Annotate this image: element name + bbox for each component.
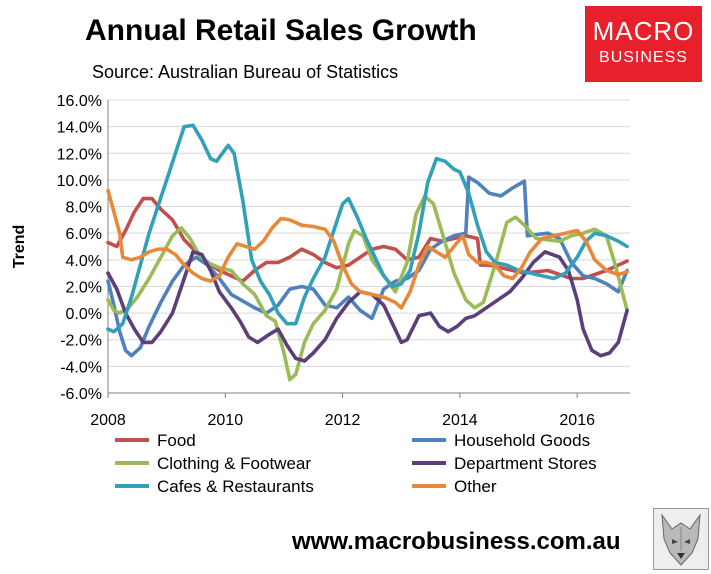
legend-label-food: Food: [157, 431, 196, 450]
y-tick-label: 10.0%: [57, 173, 102, 190]
series-line-clothing-footwear: [106, 194, 629, 382]
y-tick-label: 12.0%: [57, 146, 102, 163]
y-tick-label: 6.0%: [66, 226, 102, 243]
x-tick-label: 2010: [208, 412, 244, 429]
y-tick-label: 16.0%: [57, 93, 102, 110]
y-tick-label: 8.0%: [66, 200, 102, 217]
chart-title: Annual Retail Sales Growth: [85, 14, 477, 47]
legend-label-other: Other: [454, 477, 497, 496]
y-tick-label: 14.0%: [57, 120, 102, 137]
y-tick-label: 2.0%: [66, 279, 102, 296]
y-axis-label: Trend: [11, 225, 28, 269]
macrobusiness-logo: MACRO BUSINESS: [585, 6, 702, 82]
y-tick-label: -6.0%: [60, 386, 102, 403]
y-tick-label: 4.0%: [66, 253, 102, 270]
x-tick-label: 2012: [325, 412, 361, 429]
legend-label-department-stores: Department Stores: [454, 454, 597, 473]
logo-line1: MACRO: [592, 16, 695, 46]
logo-line2: BUSINESS: [599, 49, 688, 66]
x-tick-label: 2008: [90, 412, 126, 429]
legend-label-household-goods: Household Goods: [454, 431, 590, 450]
series-line-cafes-restaurants: [106, 123, 629, 334]
wolf-emblem-icon: [653, 508, 709, 570]
series-line-other: [106, 188, 629, 310]
chart-subtitle: Source: Australian Bureau of Statistics: [92, 62, 399, 82]
y-tick-label: -4.0%: [60, 359, 102, 376]
y-tick-label: -2.0%: [60, 333, 102, 350]
series-line-food: [106, 196, 629, 283]
y-tick-label: 0.0%: [66, 306, 102, 323]
footer-url: www.macrobusiness.com.au: [292, 528, 621, 555]
x-tick-label: 2016: [559, 412, 595, 429]
x-tick-label: 2014: [442, 412, 478, 429]
legend-label-clothing-footwear: Clothing & Footwear: [157, 454, 311, 473]
legend-label-cafes-restaurants: Cafes & Restaurants: [157, 477, 314, 496]
